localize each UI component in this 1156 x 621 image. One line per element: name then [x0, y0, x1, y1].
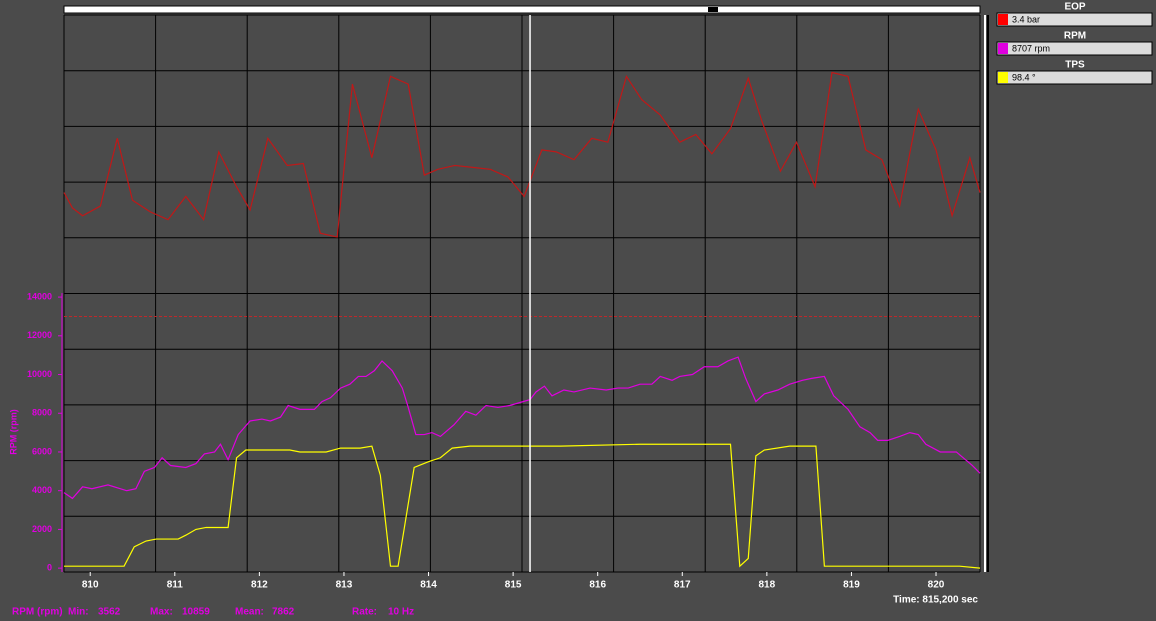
- legend-title: RPM: [1064, 31, 1086, 42]
- scrollbar[interactable]: [63, 5, 981, 14]
- stats-rate-label: Rate:: [352, 607, 377, 618]
- stats-max: 10859: [182, 607, 210, 618]
- x-tick-label: 820: [928, 580, 945, 591]
- x-tick-label: 816: [589, 580, 606, 591]
- series-line: [63, 71, 981, 238]
- y-axis-label: RPM (rpm): [8, 409, 18, 455]
- legend-readout: 3.4 bar: [1012, 14, 1040, 24]
- stats-min-label: Min:: [68, 607, 89, 618]
- legend-box: [996, 70, 1153, 85]
- legend-readout: 98.4 °: [1012, 72, 1036, 82]
- legend-swatch: [998, 43, 1008, 54]
- legend-box: [996, 41, 1153, 56]
- grid: [63, 14, 981, 573]
- scroll-thumb[interactable]: [708, 7, 718, 12]
- y-tick-label: 12000: [27, 330, 52, 340]
- x-tick-label: 810: [82, 580, 99, 591]
- x-tick-label: 813: [336, 580, 353, 591]
- x-tick-label: 812: [251, 580, 268, 591]
- x-tick-label: 819: [843, 580, 860, 591]
- stats-max-label: Max:: [150, 607, 173, 618]
- legend-title: EOP: [1064, 2, 1085, 13]
- legend-swatch: [998, 72, 1008, 83]
- y-tick-label: 14000: [27, 291, 52, 301]
- x-tick-label: 811: [167, 580, 184, 591]
- stats-channel: RPM (rpm): [12, 607, 63, 618]
- x-tick-label: 815: [505, 580, 522, 591]
- stats-mean: 7862: [272, 607, 295, 618]
- legend-readout: 8707 rpm: [1012, 43, 1050, 53]
- legend-box: [996, 12, 1153, 27]
- x-tick-label: 814: [420, 580, 437, 591]
- legend-swatch: [998, 14, 1008, 25]
- y-tick-label: 2000: [32, 524, 52, 534]
- y-tick-label: 0: [47, 563, 52, 573]
- y-tick-label: 10000: [27, 369, 52, 379]
- legend-title: TPS: [1065, 60, 1085, 71]
- stats-min: 3562: [98, 607, 121, 618]
- cursor-time: Time: 815,200 sec: [893, 595, 978, 606]
- stats-bar: RPM (rpm) Min: 3562 Max: 10859 Mean: 786…: [12, 607, 414, 618]
- y-tick-label: 6000: [32, 446, 52, 456]
- y-tick-label: 8000: [32, 408, 52, 418]
- y-tick-label: 4000: [32, 485, 52, 495]
- stats-mean-label: Mean:: [235, 607, 264, 618]
- series-line: [63, 356, 981, 500]
- x-tick-label: 817: [674, 580, 691, 591]
- x-tick-label: 818: [759, 580, 776, 591]
- stats-rate: 10 Hz: [388, 607, 414, 618]
- series-line: [64, 443, 981, 569]
